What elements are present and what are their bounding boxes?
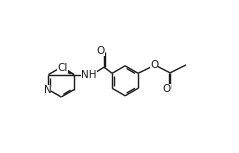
Text: O: O	[97, 46, 105, 56]
Text: O: O	[163, 84, 171, 94]
Text: Cl: Cl	[57, 63, 68, 73]
Text: NH: NH	[81, 70, 97, 80]
Text: O: O	[150, 60, 158, 70]
Text: N: N	[44, 85, 51, 95]
